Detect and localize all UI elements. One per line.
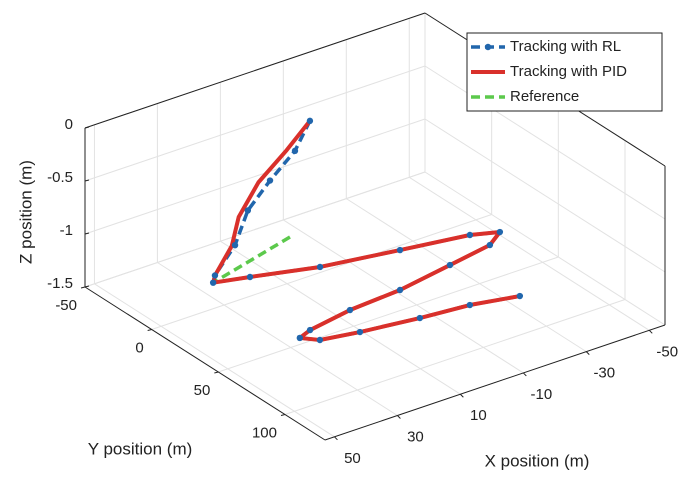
legend-label: Tracking with PID	[510, 63, 627, 80]
grid-line	[424, 171, 666, 326]
legend-label: Tracking with RL	[510, 38, 621, 55]
data-point	[416, 314, 424, 322]
grid-line	[84, 171, 426, 288]
tick-mark	[84, 126, 90, 129]
data-point	[231, 241, 239, 249]
x-tick-label: 30	[407, 428, 424, 445]
x-tick-label: -10	[530, 386, 552, 403]
grid-line	[84, 65, 426, 182]
data-point	[496, 228, 504, 236]
x-tick-label: -30	[593, 365, 615, 382]
data-point	[486, 241, 494, 249]
series-line	[211, 120, 521, 342]
data-point	[316, 263, 324, 271]
tick-mark	[460, 393, 464, 398]
tick-mark	[397, 415, 401, 419]
data-point	[296, 334, 304, 342]
data-point	[346, 306, 354, 314]
tick-mark	[585, 351, 590, 355]
x-tick-label: 10	[470, 407, 487, 424]
data-point	[266, 177, 274, 184]
grid-line	[94, 283, 335, 438]
tick-mark	[84, 285, 90, 288]
axis-line	[84, 286, 326, 441]
data-point	[306, 326, 314, 334]
grid-line	[283, 219, 524, 374]
z-tick-label: 0	[65, 116, 73, 133]
data-point	[306, 117, 314, 125]
data-point	[446, 261, 454, 269]
series-line	[211, 119, 521, 342]
data-point	[211, 272, 219, 279]
tick-mark	[80, 286, 86, 289]
data-point	[516, 292, 524, 300]
y-axis-label: Y position (m)	[88, 439, 193, 458]
tick-mark	[648, 329, 653, 334]
data-point	[209, 279, 217, 286]
tick-mark	[334, 436, 338, 441]
data-point	[246, 273, 254, 281]
data-point	[316, 336, 324, 344]
grid-line	[151, 214, 492, 330]
tick-mark	[147, 329, 152, 331]
legend-marker	[484, 43, 492, 51]
grid-line	[408, 176, 650, 331]
x-tick-label: -50	[656, 343, 678, 360]
grid-line	[424, 65, 666, 220]
grid-line	[218, 256, 559, 373]
y-tick-label: 0	[135, 339, 143, 356]
axis-line	[84, 12, 426, 129]
x-tick-label: 50	[344, 450, 361, 467]
z-tick-label: -1.5	[47, 275, 73, 292]
grid-line	[424, 118, 666, 273]
ticks: -50 -30 -10 10 30 50 -50 0 50 100 -1.5 -1 -0.5 0	[47, 116, 678, 467]
plot-area	[209, 117, 524, 344]
data-point	[291, 147, 299, 155]
data-point	[466, 301, 474, 309]
data-point	[396, 286, 404, 294]
axis-line	[324, 324, 666, 441]
grid-line	[84, 118, 426, 235]
y-tick-label: 100	[252, 424, 277, 441]
x-axis-label: X position (m)	[485, 451, 590, 470]
z-axis-label: Z position (m)	[16, 160, 35, 264]
tick-mark	[214, 371, 219, 374]
y-tick-label: 50	[194, 382, 211, 399]
tick-mark	[84, 179, 90, 182]
z-tick-label: -0.5	[47, 169, 73, 186]
data-point	[466, 231, 474, 239]
data-point	[356, 328, 364, 336]
tick-mark	[84, 232, 90, 235]
legend-label: Reference	[510, 88, 579, 105]
data-point	[244, 207, 252, 214]
grid-line	[284, 299, 626, 415]
tick-mark	[522, 372, 527, 377]
y-tick-label: -50	[55, 297, 77, 314]
data-point	[396, 246, 404, 254]
tick-mark	[280, 414, 286, 416]
z-tick-label: -1	[60, 222, 73, 239]
legend: Tracking with RL Tracking with PID Referen…	[466, 32, 663, 112]
